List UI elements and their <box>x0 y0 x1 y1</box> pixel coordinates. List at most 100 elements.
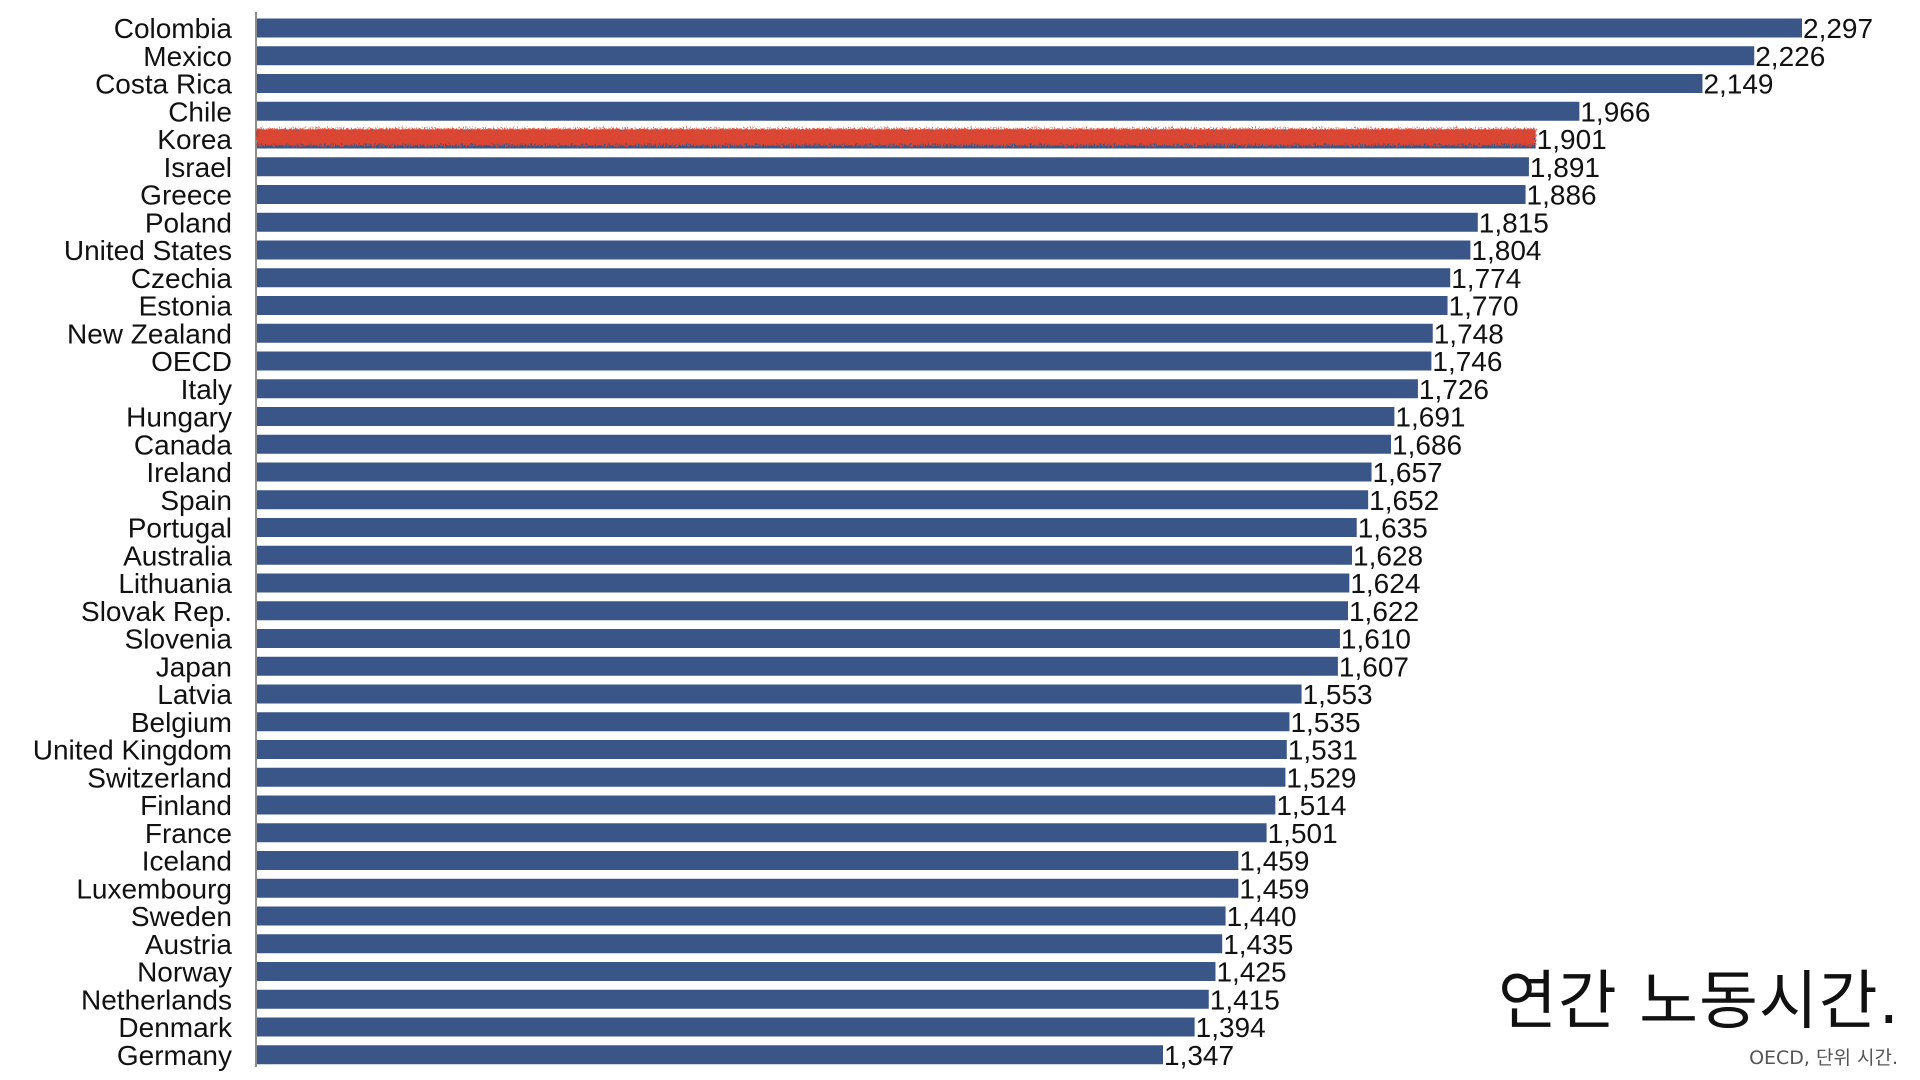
value-label-latvia: 1,553 <box>1303 679 1373 710</box>
value-label-portugal: 1,635 <box>1358 513 1428 544</box>
category-label-united-states: United States <box>64 235 232 266</box>
value-label-united-states: 1,804 <box>1471 235 1541 266</box>
value-label-oecd: 1,746 <box>1432 346 1502 377</box>
value-label-new-zealand: 1,748 <box>1434 318 1504 349</box>
category-label-spain: Spain <box>160 485 232 516</box>
value-label-finland: 1,514 <box>1276 790 1346 821</box>
bar-canada <box>257 434 1392 454</box>
value-label-ireland: 1,657 <box>1373 457 1443 488</box>
category-label-portugal: Portugal <box>128 513 232 544</box>
category-label-slovak-rep: Slovak Rep. <box>81 596 232 627</box>
bar-chile <box>257 101 1580 121</box>
category-label-norway: Norway <box>137 957 232 988</box>
value-label-colombia: 2,297 <box>1803 13 1873 44</box>
value-label-switzerland: 1,529 <box>1286 762 1356 793</box>
bar-costa-rica <box>257 74 1703 93</box>
category-label-switzerland: Switzerland <box>87 762 232 793</box>
category-label-canada: Canada <box>134 429 233 460</box>
bar-germany <box>257 1045 1164 1065</box>
value-label-costa-rica: 2,149 <box>1703 69 1773 100</box>
bar-ireland <box>257 462 1372 482</box>
value-label-luxembourg: 1,459 <box>1239 873 1309 904</box>
value-label-korea: 1,901 <box>1537 124 1607 155</box>
category-label-finland: Finland <box>140 790 232 821</box>
category-label-austria: Austria <box>145 929 233 960</box>
category-label-netherlands: Netherlands <box>81 984 232 1015</box>
value-label-sweden: 1,440 <box>1227 901 1297 932</box>
value-label-slovenia: 1,610 <box>1341 624 1411 655</box>
category-label-new-zealand: New Zealand <box>67 318 232 349</box>
category-label-belgium: Belgium <box>131 707 232 738</box>
bar-latvia <box>257 684 1302 704</box>
bar-austria <box>257 934 1223 954</box>
category-label-germany: Germany <box>117 1040 232 1071</box>
bar-united-states <box>257 240 1471 260</box>
category-label-latvia: Latvia <box>157 679 232 710</box>
bar-new-zealand <box>257 323 1433 343</box>
value-label-iceland: 1,459 <box>1239 846 1309 877</box>
bar-oecd <box>257 351 1432 371</box>
category-label-mexico: Mexico <box>143 41 232 72</box>
category-label-lithuania: Lithuania <box>118 568 232 599</box>
value-label-lithuania: 1,624 <box>1350 568 1420 599</box>
value-label-canada: 1,686 <box>1392 429 1462 460</box>
bar-colombia <box>257 18 1802 38</box>
category-label-ireland: Ireland <box>146 457 232 488</box>
chart-subtitle: OECD, 단위 시간. <box>1749 1047 1898 1069</box>
bar-sweden <box>257 906 1226 926</box>
bar-slovenia <box>257 629 1340 648</box>
bar-norway <box>257 962 1216 981</box>
bar-belgium <box>257 712 1290 732</box>
bar-slovak-rep <box>257 601 1348 621</box>
category-label-luxembourg: Luxembourg <box>76 873 232 904</box>
category-label-hungary: Hungary <box>126 402 232 433</box>
bar-united-kingdom <box>257 740 1287 759</box>
category-label-korea: Korea <box>157 124 232 155</box>
category-label-oecd: OECD <box>151 346 232 377</box>
bar-mexico <box>257 46 1755 66</box>
value-label-netherlands: 1,415 <box>1210 984 1280 1015</box>
bar-switzerland <box>257 767 1286 787</box>
value-label-norway: 1,425 <box>1216 957 1286 988</box>
bars-group <box>257 18 1802 1065</box>
category-label-iceland: Iceland <box>142 846 232 877</box>
bar-lithuania <box>257 573 1350 593</box>
bar-portugal <box>257 518 1357 537</box>
value-label-italy: 1,726 <box>1419 374 1489 405</box>
value-label-hungary: 1,691 <box>1395 402 1465 433</box>
bar-hungary <box>257 407 1395 426</box>
value-label-chile: 1,966 <box>1580 96 1650 127</box>
category-label-greece: Greece <box>140 180 232 211</box>
value-label-estonia: 1,770 <box>1449 291 1519 322</box>
bar-korea-scribble <box>257 128 1536 146</box>
bar-luxembourg <box>257 878 1239 898</box>
bar-finland <box>257 795 1276 815</box>
category-label-poland: Poland <box>145 207 232 238</box>
bar-greece <box>257 185 1526 204</box>
bar-czechia <box>257 268 1451 288</box>
bar-france <box>257 823 1267 843</box>
category-label-australia: Australia <box>123 540 232 571</box>
bar-spain <box>257 490 1369 510</box>
value-label-poland: 1,815 <box>1479 207 1549 238</box>
category-label-japan: Japan <box>156 651 232 682</box>
value-label-belgium: 1,535 <box>1290 707 1360 738</box>
bar-poland <box>257 212 1478 232</box>
bar-italy <box>257 379 1418 399</box>
value-label-greece: 1,886 <box>1527 180 1597 211</box>
bar-israel <box>257 157 1529 177</box>
category-label-united-kingdom: United Kingdom <box>33 735 232 766</box>
category-label-colombia: Colombia <box>114 13 233 44</box>
category-label-chile: Chile <box>168 96 232 127</box>
category-label-estonia: Estonia <box>139 291 233 322</box>
value-label-slovak-rep: 1,622 <box>1349 596 1419 627</box>
value-label-australia: 1,628 <box>1353 540 1423 571</box>
category-label-denmark: Denmark <box>118 1012 233 1043</box>
value-label-czechia: 1,774 <box>1451 263 1521 294</box>
category-label-france: France <box>145 818 232 849</box>
value-label-denmark: 1,394 <box>1196 1012 1266 1043</box>
bar-australia <box>257 545 1353 565</box>
